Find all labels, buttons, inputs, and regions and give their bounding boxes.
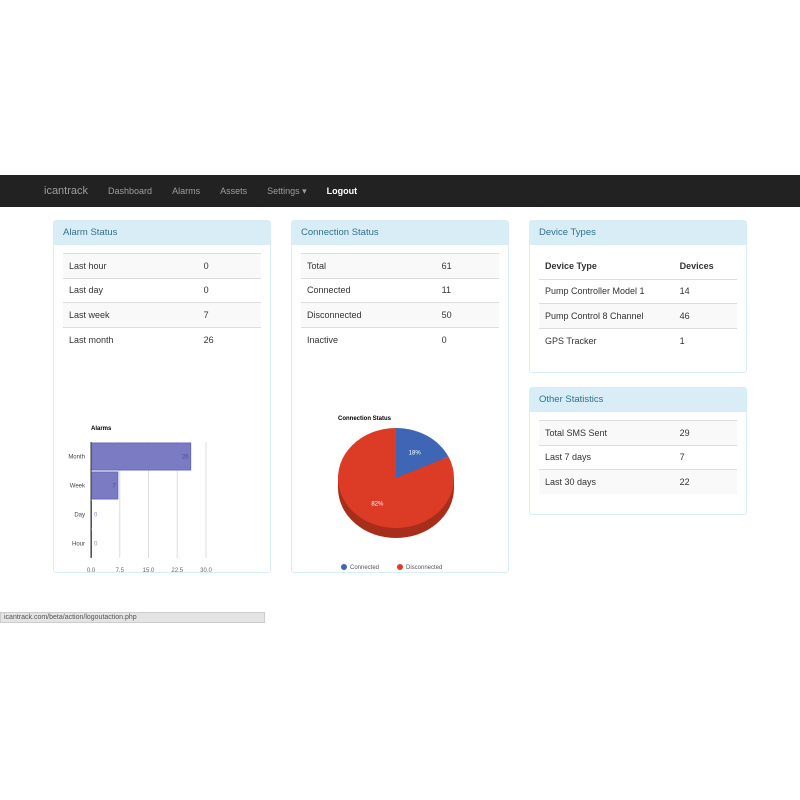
row-label: Last 30 days <box>539 469 674 494</box>
row-label: Last month <box>63 326 198 352</box>
slice-label: 82% <box>371 501 384 507</box>
y-tick-label: Day <box>74 513 85 519</box>
table-row: Last week 7 <box>63 302 261 327</box>
y-tick-label: Week <box>70 484 86 490</box>
row-label: Last hour <box>63 253 198 278</box>
connection-status-table: Total 61 Connected 11 Disconnected 50 Inactive… <box>301 253 499 352</box>
table-row: Last month 26 <box>63 326 261 352</box>
row-label: Disconnected <box>301 302 436 327</box>
row-value: 50 <box>435 302 499 327</box>
row-value: 14 <box>673 278 737 304</box>
other-statistics-panel: Other Statistics Total SMS Sent 29 Last 7 … <box>529 387 747 515</box>
panel-heading: Device Types <box>530 221 746 245</box>
table-header: Device Type Devices <box>539 253 737 279</box>
legend-label: Connected <box>350 565 379 571</box>
y-tick-label: Hour <box>72 542 85 548</box>
row-value: 0 <box>197 277 261 303</box>
alarm-status-panel: Alarm Status Last hour 0 Last day 0 Last wee… <box>53 220 271 574</box>
row-label: GPS Tracker <box>539 327 674 353</box>
bar-data-label: 26 <box>182 455 189 461</box>
panel-heading: Connection Status <box>292 221 508 245</box>
row-value: 29 <box>673 420 737 445</box>
row-value: 46 <box>673 303 737 328</box>
x-tick-label: 15.0 <box>143 568 155 574</box>
panel-heading: Other Statistics <box>530 388 746 412</box>
row-label: Total SMS Sent <box>539 420 674 445</box>
bar-week <box>90 471 119 500</box>
row-label: Last 7 days <box>539 444 674 470</box>
row-value: 61 <box>435 253 499 278</box>
x-tick-label: 30.0 <box>200 568 212 574</box>
row-value: 7 <box>197 302 261 327</box>
row-value: 7 <box>673 444 737 470</box>
nav-settings-label: Settings <box>267 185 300 196</box>
table-row: Disconnected 50 <box>301 302 499 327</box>
row-value: 0 <box>197 253 261 278</box>
table-row: Connected 11 <box>301 277 499 303</box>
row-label: Total <box>301 253 436 278</box>
table-row: Last day 0 <box>63 277 261 303</box>
brand-link[interactable]: icantrack <box>44 185 89 197</box>
column-header: Devices <box>679 260 714 271</box>
nav-assets[interactable]: Assets <box>220 186 248 196</box>
legend-marker <box>341 564 347 570</box>
nav-settings-dropdown[interactable]: Settings ▾ <box>267 186 307 197</box>
caret-down-icon: ▾ <box>302 185 307 196</box>
row-label: Pump Control 8 Channel <box>539 303 674 328</box>
chart-title: Connection Status <box>338 416 392 422</box>
alarms-bar-chart: Alarms 0.0 7.5 15.0 22.5 30.0 Month 26 Week 7 Day 0… <box>68 426 212 574</box>
chart-title: Alarms <box>91 426 112 432</box>
row-value: 0 <box>435 326 499 352</box>
nav-alarms[interactable]: Alarms <box>172 186 201 196</box>
connection-pie-chart: Connection Status 18% 82% Connected Disconne… <box>338 416 454 571</box>
nav-logout[interactable]: Logout <box>326 186 358 196</box>
x-tick-label: 0.0 <box>87 568 96 574</box>
table-row: Last 30 days 22 <box>539 469 737 494</box>
row-value: 11 <box>435 277 499 303</box>
table-row: Last 7 days 7 <box>539 444 737 470</box>
row-value: 26 <box>197 326 261 352</box>
nav-dashboard[interactable]: Dashboard <box>108 186 153 196</box>
row-label: Last day <box>63 277 198 303</box>
table-row: Pump Control 8 Channel 46 <box>539 303 737 328</box>
x-tick-label: 22.5 <box>171 568 183 574</box>
column-header: Device Type <box>545 260 597 271</box>
row-value: 22 <box>673 469 737 494</box>
row-label: Pump Controller Model 1 <box>539 278 674 304</box>
other-statistics-table: Total SMS Sent 29 Last 7 days 7 Last 30 days… <box>539 420 737 494</box>
pie-slice-disconnected <box>338 428 454 528</box>
device-types-panel: Device Types Device Type Devices Pump Cont… <box>529 220 747 373</box>
bar-data-label: 0 <box>94 513 98 519</box>
table-row: Inactive 0 <box>301 326 499 352</box>
bar-data-label: 0 <box>94 542 98 548</box>
bar-data-label: 7 <box>112 484 116 490</box>
y-tick-label: Month <box>68 455 85 461</box>
status-bar-url: icantrack.com/beta/action/logoutaction.p… <box>0 612 265 623</box>
navbar: icantrack Dashboard Alarms Assets Settin… <box>0 175 800 207</box>
device-types-table: Device Type Devices Pump Controller Model … <box>539 253 737 353</box>
slice-label: 18% <box>409 451 422 457</box>
row-value: 1 <box>673 327 737 353</box>
legend-label: Disconnected <box>406 565 442 571</box>
bar-month <box>90 442 192 471</box>
table-row: Last hour 0 <box>63 253 261 278</box>
table-row: Total SMS Sent 29 <box>539 420 737 445</box>
table-row: Pump Controller Model 1 14 <box>539 278 737 304</box>
connection-status-panel: Connection Status Total 61 Connected 11 Disc… <box>291 220 509 573</box>
x-tick-label: 7.5 <box>116 568 125 574</box>
alarm-status-table: Last hour 0 Last day 0 Last week 7 Last month 2… <box>63 253 261 352</box>
table-row: Total 61 <box>301 253 499 278</box>
row-label: Connected <box>301 277 436 303</box>
row-label: Inactive <box>301 326 436 352</box>
panel-heading: Alarm Status <box>54 221 270 245</box>
legend-marker <box>397 564 403 570</box>
row-label: Last week <box>63 302 198 327</box>
table-row: GPS Tracker 1 <box>539 327 737 353</box>
pie-slice-connected <box>396 428 449 478</box>
